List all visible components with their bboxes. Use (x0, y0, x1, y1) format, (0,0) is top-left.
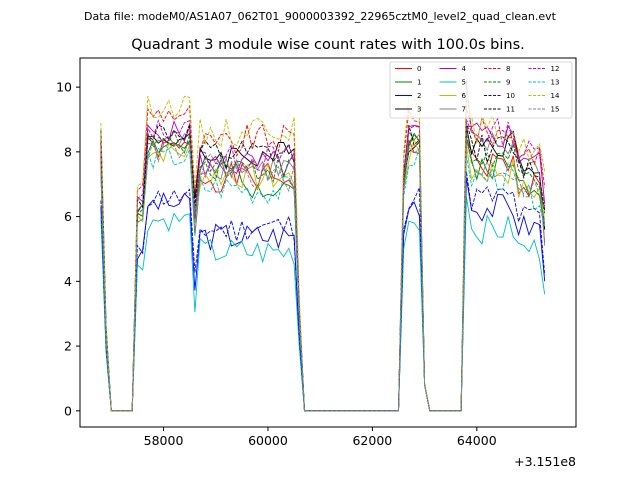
legend-label-1: 1 (417, 79, 421, 87)
x-tick-label: 62000 (352, 433, 392, 448)
legend-label-9: 9 (506, 79, 510, 87)
legend-label-5: 5 (462, 79, 466, 87)
y-tick-label: 0 (64, 403, 72, 418)
legend-label-13: 13 (551, 79, 560, 87)
legend-label-2: 2 (417, 92, 421, 100)
x-tick-label: 58000 (144, 433, 184, 448)
chart-suptitle: Data file: modeM0/AS1A07_062T01_90000033… (84, 10, 557, 23)
series-line-12 (100, 117, 546, 412)
legend-label-7: 7 (462, 106, 466, 114)
axes-frame (79, 57, 577, 428)
legend-frame (389, 61, 573, 119)
x-tick-label: 64000 (457, 433, 497, 448)
y-tick-label: 8 (64, 144, 72, 159)
legend-label-14: 14 (551, 92, 560, 100)
legend-label-10: 10 (506, 92, 515, 100)
legend-label-11: 11 (506, 106, 515, 114)
legend-label-4: 4 (462, 65, 467, 73)
legend-label-12: 12 (551, 65, 560, 73)
legend-label-0: 0 (417, 65, 421, 73)
y-tick-label: 10 (56, 80, 72, 95)
y-tick-label: 4 (64, 274, 72, 289)
y-tick-label: 6 (64, 209, 72, 224)
legend-label-3: 3 (417, 106, 421, 114)
x-axis-offset-label: +3.151e8 (514, 454, 576, 469)
x-tick-label: 60000 (248, 433, 288, 448)
chart-title: Quadrant 3 module wise count rates with … (131, 37, 525, 53)
legend-label-8: 8 (506, 65, 510, 73)
x-axis: 58000 60000 62000 64000 (144, 427, 497, 448)
legend-label-6: 6 (462, 92, 467, 100)
y-axis: 0 2 4 6 8 10 (56, 80, 80, 418)
legend-label-15: 15 (551, 106, 560, 114)
y-tick-label: 2 (64, 339, 72, 354)
series-line-15 (100, 138, 546, 412)
